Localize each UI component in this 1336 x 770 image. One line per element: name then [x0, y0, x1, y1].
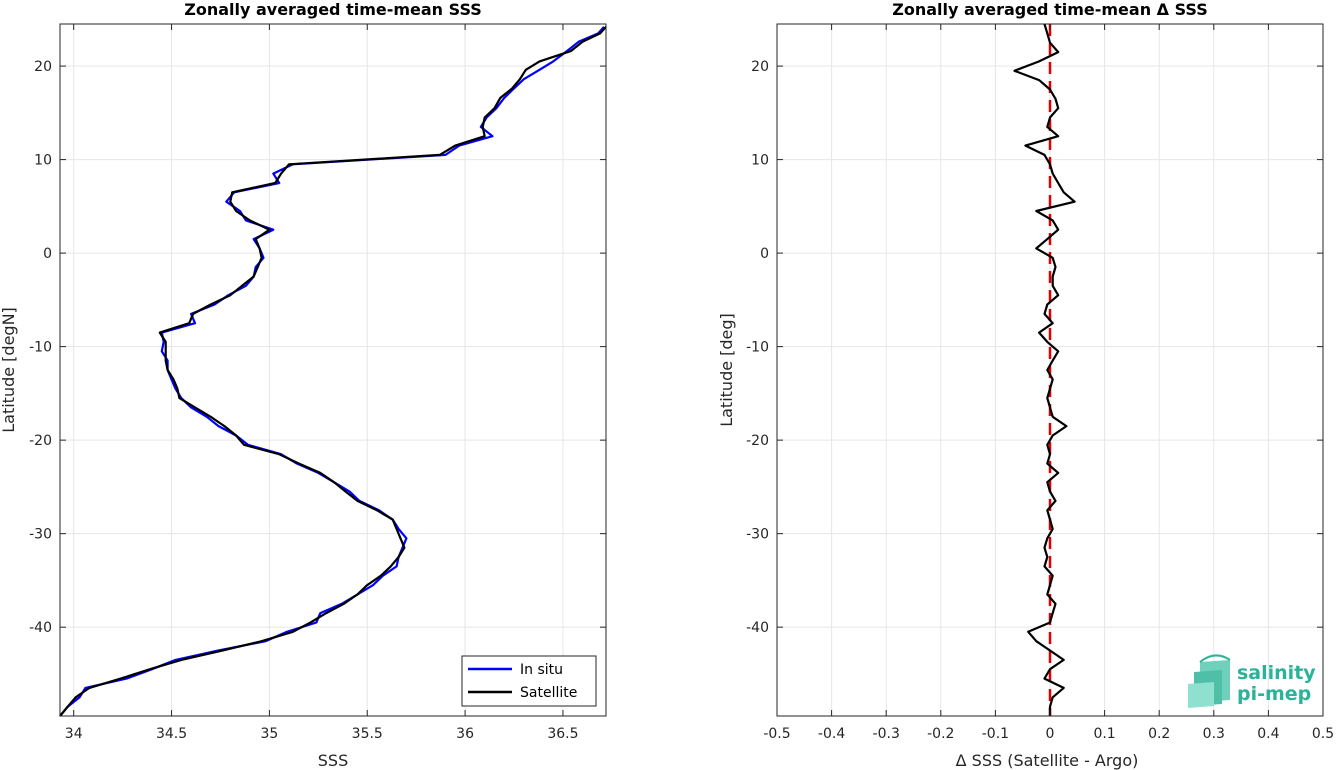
- delta-x-tick-label: -0.4: [818, 726, 845, 742]
- delta-x-tick-label: -0.3: [873, 726, 900, 742]
- delta-y-tick-label: -10: [746, 340, 769, 356]
- sss-ticks: 34 34.5 35 35.5 36 36.5 -40 -30 -20 -10 0 10 20: [29, 24, 606, 742]
- delta-y-tick-label: -20: [746, 433, 769, 449]
- delta-x-tick-label: 0.3: [1203, 726, 1225, 742]
- sss-y-tick-label: 20: [34, 59, 52, 75]
- sss-y-tick-label: -40: [29, 620, 52, 636]
- sss-y-axis-label: Latitude [degN]: [0, 307, 18, 433]
- delta-y-tick-label: -40: [746, 620, 769, 636]
- delta-series-group: [1013, 23, 1076, 716]
- sss-x-tick-label: 34: [65, 726, 83, 742]
- legend-label-in-situ: In situ: [520, 662, 563, 678]
- salinity-pi-mep-logo: salinity pi-mep: [1188, 654, 1316, 708]
- sss-x-tick-label: 34.5: [156, 726, 187, 742]
- sss-x-tick-label: 36.5: [547, 726, 578, 742]
- sss-y-tick-label: -10: [29, 340, 52, 356]
- delta-x-tick-label: 0.5: [1312, 726, 1334, 742]
- delta-x-tick-label: -0.2: [927, 726, 954, 742]
- legend-label-satellite: Satellite: [520, 685, 577, 701]
- delta-x-tick-label: 0: [1046, 726, 1055, 742]
- sss-y-tick-label: -30: [29, 527, 52, 543]
- delta-sss-panel: -0.5 -0.4 -0.3 -0.2 -0.1 0 0.1 0.2 0.3 0.4 0.5 -40 -…: [717, 0, 1334, 770]
- delta-x-tick-label: -0.5: [763, 726, 790, 742]
- sss-series-line-satellite: [59, 26, 607, 717]
- delta-x-tick-label: 0.2: [1148, 726, 1170, 742]
- sss-y-tick-label: 0: [43, 246, 52, 262]
- delta-series-line-difference: [1013, 23, 1076, 716]
- logo-text-pi-mep: pi-mep: [1237, 683, 1311, 705]
- sss-grid: [60, 24, 606, 716]
- delta-y-tick-label: 0: [760, 246, 769, 262]
- delta-chart-title: Zonally averaged time-mean Δ SSS: [892, 0, 1208, 19]
- delta-y-tick-label: 10: [751, 153, 769, 169]
- sss-legend: In situ Satellite: [461, 655, 597, 707]
- logo-wave-icon: [1188, 654, 1231, 708]
- sss-axes-box: [59, 23, 607, 717]
- sss-series-group: [59, 26, 607, 717]
- sss-plot-area: [60, 24, 606, 716]
- delta-x-axis-label: Δ SSS (Satellite - Argo): [956, 751, 1139, 770]
- delta-x-tick-label: -0.1: [982, 726, 1009, 742]
- sss-x-axis-label: SSS: [318, 751, 348, 770]
- sss-panel: 34 34.5 35 35.5 36 36.5 -40 -30 -20 -10 0 10 20 Zona…: [0, 0, 607, 770]
- delta-x-tick-label: 0.1: [1093, 726, 1115, 742]
- delta-ticks: -0.5 -0.4 -0.3 -0.2 -0.1 0 0.1 0.2 0.3 0.4 0.5 -40 -…: [746, 24, 1334, 742]
- sss-x-tick-label: 35: [260, 726, 278, 742]
- delta-y-tick-label: -30: [746, 527, 769, 543]
- logo-text-salinity: salinity: [1237, 662, 1316, 684]
- delta-x-tick-label: 0.4: [1257, 726, 1279, 742]
- sss-y-tick-label: 10: [34, 153, 52, 169]
- sss-y-tick-label: -20: [29, 433, 52, 449]
- sss-x-tick-label: 35.5: [352, 726, 383, 742]
- sss-chart-title: Zonally averaged time-mean SSS: [184, 0, 482, 19]
- sss-x-tick-label: 36: [456, 726, 474, 742]
- delta-y-axis-label: Latitude [deg]: [717, 313, 736, 427]
- delta-y-tick-label: 20: [751, 59, 769, 75]
- legend-box: [461, 655, 597, 707]
